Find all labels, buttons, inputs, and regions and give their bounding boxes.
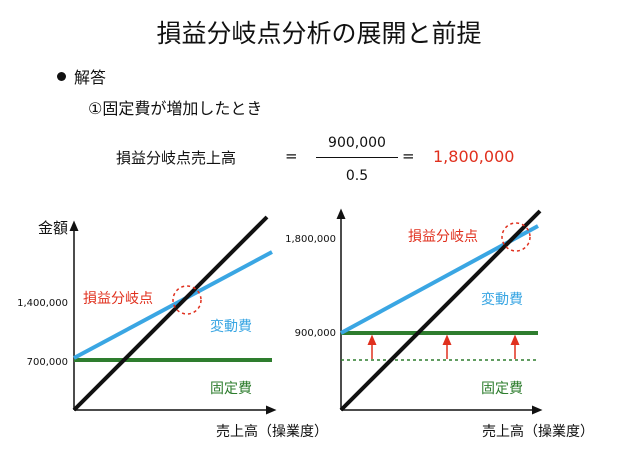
right-tick-900000: 900,000 xyxy=(295,328,336,339)
left-sales-line xyxy=(72,215,269,412)
fraction-bar xyxy=(316,157,398,158)
left-variable-label: 変動費 xyxy=(210,318,252,335)
left-bep-label: 損益分岐点 xyxy=(83,291,153,307)
formula-numerator: 900,000 xyxy=(328,135,386,151)
right-bep-label: 損益分岐点 xyxy=(408,229,478,245)
right-chart: 1,800,000 900,000 損益分岐点 変動費 固定費 売上高（操業度） xyxy=(285,208,594,440)
right-x-axis-label: 売上高（操業度） xyxy=(482,423,594,440)
left-tick-1400000: 1,400,000 xyxy=(17,298,68,309)
left-variable-cost-line xyxy=(73,250,273,360)
formula-denominator: 0.5 xyxy=(345,168,369,184)
formula-label: 損益分岐点売上高 xyxy=(116,149,237,167)
bullet-text: 解答 xyxy=(74,68,107,87)
formula-result: 1,800,000 xyxy=(433,147,515,166)
left-chart: 金額 1,400,000 700,000 損益分岐点 変動費 固定費 売上高（操… xyxy=(17,215,328,440)
right-variable-label: 変動費 xyxy=(481,291,523,308)
bullet-answer: 解答 xyxy=(57,64,106,88)
formula-equals-1: = xyxy=(285,147,298,165)
right-sales-line xyxy=(339,209,542,412)
left-y-axis-label: 金額 xyxy=(38,219,68,237)
formula-equals-2: = xyxy=(402,147,415,165)
right-fixed-label: 固定費 xyxy=(481,381,523,397)
left-bep-circle xyxy=(172,285,202,315)
left-x-axis-label: 売上高（操業度） xyxy=(216,423,328,440)
right-bep-circle xyxy=(501,222,531,252)
bullet-dot xyxy=(57,72,66,81)
left-fixed-label: 固定費 xyxy=(210,381,252,397)
page-title: 損益分岐点分析の展開と前提 xyxy=(156,19,482,48)
right-tick-1800000: 1,800,000 xyxy=(285,234,336,245)
left-tick-700000: 700,000 xyxy=(27,357,68,368)
case-label: ①固定費が増加したとき xyxy=(88,99,263,118)
